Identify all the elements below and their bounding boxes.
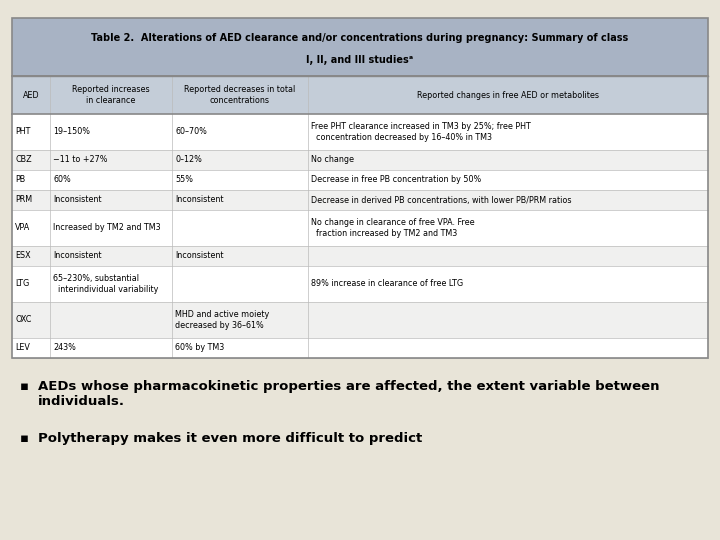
Text: Increased by TM2 and TM3: Increased by TM2 and TM3 xyxy=(53,224,161,233)
Text: MHD and active moiety
decreased by 36–61%: MHD and active moiety decreased by 36–61… xyxy=(175,310,269,330)
Text: Inconsistent: Inconsistent xyxy=(53,252,102,260)
Bar xyxy=(12,246,708,266)
Bar xyxy=(12,190,708,210)
Text: ▪: ▪ xyxy=(20,380,29,393)
Text: 19–150%: 19–150% xyxy=(53,127,90,137)
Text: Inconsistent: Inconsistent xyxy=(175,195,224,205)
Text: PRM: PRM xyxy=(15,195,32,205)
Text: Reported increases
in clearance: Reported increases in clearance xyxy=(73,85,150,105)
Text: Reported decreases in total
concentrations: Reported decreases in total concentratio… xyxy=(184,85,296,105)
Text: 60–70%: 60–70% xyxy=(175,127,207,137)
Text: ESX: ESX xyxy=(15,252,31,260)
Text: Polytherapy makes it even more difficult to predict: Polytherapy makes it even more difficult… xyxy=(38,432,422,445)
Text: −11 to +27%: −11 to +27% xyxy=(53,156,108,165)
Text: Inconsistent: Inconsistent xyxy=(175,252,224,260)
Text: CBZ: CBZ xyxy=(15,156,32,165)
Text: 243%: 243% xyxy=(53,343,76,353)
Text: Free PHT clearance increased in TM3 by 25%; free PHT
  concentration decreased b: Free PHT clearance increased in TM3 by 2… xyxy=(311,122,531,141)
Bar xyxy=(12,338,708,358)
Text: LTG: LTG xyxy=(15,280,30,288)
Bar xyxy=(12,114,708,150)
Text: No change: No change xyxy=(311,156,354,165)
Bar xyxy=(12,18,708,76)
Text: I, II, and III studiesᵃ: I, II, and III studiesᵃ xyxy=(307,55,413,65)
Text: No change in clearance of free VPA. Free
  fraction increased by TM2 and TM3: No change in clearance of free VPA. Free… xyxy=(311,218,474,238)
Text: 60% by TM3: 60% by TM3 xyxy=(175,343,225,353)
Bar xyxy=(12,76,708,114)
Text: PHT: PHT xyxy=(15,127,30,137)
Bar xyxy=(12,76,708,358)
Text: 0–12%: 0–12% xyxy=(175,156,202,165)
Bar xyxy=(12,170,708,190)
Bar xyxy=(12,210,708,246)
Bar xyxy=(12,150,708,170)
Text: OXC: OXC xyxy=(15,315,32,325)
Bar xyxy=(12,266,708,302)
Text: AEDs whose pharmacokinetic properties are affected, the extent variable between
: AEDs whose pharmacokinetic properties ar… xyxy=(38,380,660,408)
Text: 89% increase in clearance of free LTG: 89% increase in clearance of free LTG xyxy=(311,280,463,288)
Text: LEV: LEV xyxy=(15,343,30,353)
Text: 55%: 55% xyxy=(175,176,193,185)
Text: Decrease in free PB concentration by 50%: Decrease in free PB concentration by 50% xyxy=(311,176,481,185)
Text: Reported changes in free AED or metabolites: Reported changes in free AED or metaboli… xyxy=(417,91,599,99)
Text: Inconsistent: Inconsistent xyxy=(53,195,102,205)
Bar xyxy=(12,302,708,338)
Text: PB: PB xyxy=(15,176,25,185)
Text: Table 2.  Alterations of AED clearance and/or concentrations during pregnancy: S: Table 2. Alterations of AED clearance an… xyxy=(91,33,629,43)
Text: AED: AED xyxy=(23,91,40,99)
Text: 60%: 60% xyxy=(53,176,71,185)
Text: ▪: ▪ xyxy=(20,432,29,445)
Text: VPA: VPA xyxy=(15,224,30,233)
Text: 65–230%, substantial
  interindividual variability: 65–230%, substantial interindividual var… xyxy=(53,274,158,294)
Text: Decrease in derived PB concentrations, with lower PB/PRM ratios: Decrease in derived PB concentrations, w… xyxy=(311,195,571,205)
